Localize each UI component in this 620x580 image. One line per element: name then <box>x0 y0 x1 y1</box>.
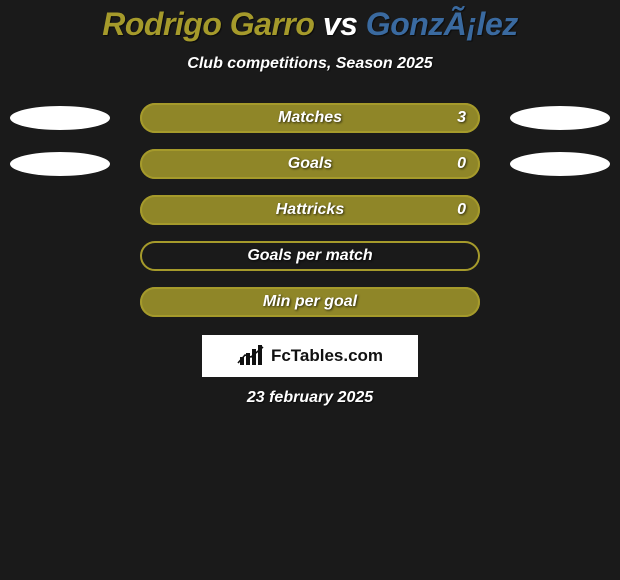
logo-text: FcTables.com <box>271 346 383 366</box>
stat-value: 0 <box>457 155 466 173</box>
ellipse-left <box>10 106 110 130</box>
stat-label: Goals <box>288 155 332 173</box>
title-vs: vs <box>314 6 365 42</box>
stat-label: Hattricks <box>276 201 344 219</box>
stat-label: Matches <box>278 109 342 127</box>
source-logo: FcTables.com <box>202 335 418 377</box>
title-player1: Rodrigo Garro <box>102 6 314 42</box>
date: 23 february 2025 <box>0 389 620 407</box>
stat-bar: Min per goal <box>140 287 480 317</box>
stat-bar: Goals per match <box>140 241 480 271</box>
stat-row: Goals per match <box>0 241 620 271</box>
page-title: Rodrigo Garro vs GonzÃ¡lez <box>0 6 620 43</box>
stat-bar: Goals 0 <box>140 149 480 179</box>
stat-label: Min per goal <box>263 293 357 311</box>
subtitle: Club competitions, Season 2025 <box>0 55 620 73</box>
stat-row: Min per goal <box>0 287 620 317</box>
stat-bar: Hattricks 0 <box>140 195 480 225</box>
stat-value: 3 <box>457 109 466 127</box>
comparison-card: Rodrigo Garro vs GonzÃ¡lez Club competit… <box>0 0 620 580</box>
stat-value: 0 <box>457 201 466 219</box>
stat-row: Matches 3 <box>0 103 620 133</box>
stat-label: Goals per match <box>247 247 372 265</box>
stat-row: Hattricks 0 <box>0 195 620 225</box>
stats-container: Matches 3 Goals 0 Hattricks 0 Goals per match M… <box>0 103 620 317</box>
stat-row: Goals 0 <box>0 149 620 179</box>
ellipse-right <box>510 106 610 130</box>
ellipse-left <box>10 152 110 176</box>
title-player2: GonzÃ¡lez <box>366 6 518 42</box>
chart-icon <box>237 345 265 367</box>
ellipse-right <box>510 152 610 176</box>
stat-bar: Matches 3 <box>140 103 480 133</box>
